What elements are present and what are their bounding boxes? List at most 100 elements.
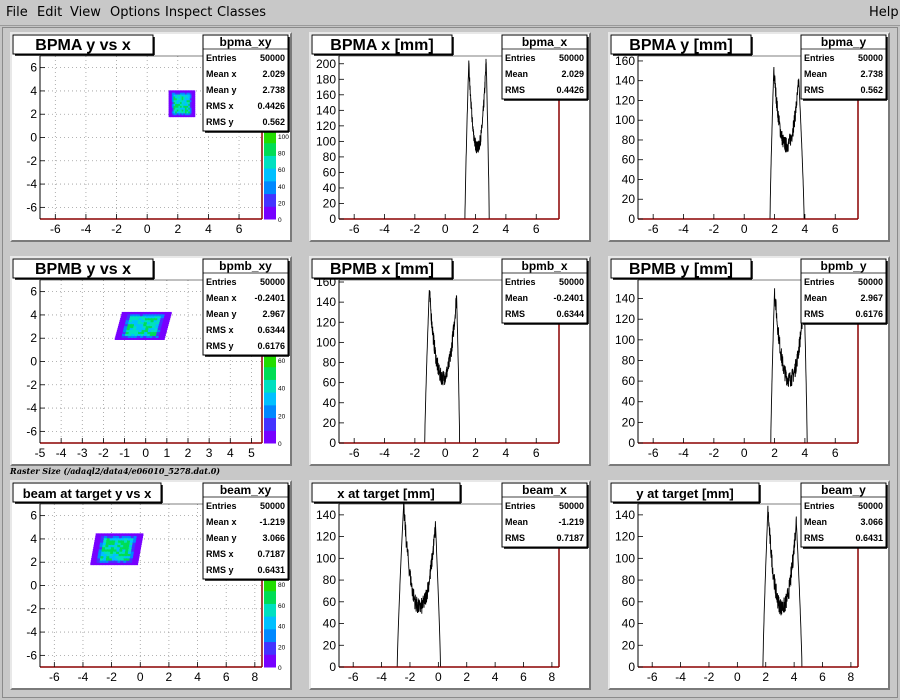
stats-value: -1.219 <box>259 517 285 527</box>
heat-cell <box>180 99 183 103</box>
heat-cell <box>170 103 173 106</box>
heat-cell <box>175 105 178 108</box>
menu-view[interactable]: View <box>70 5 101 20</box>
x-tick-label: 2 <box>472 222 479 236</box>
pad-bpmb_x[interactable]: -6 -4 -2 0 2 4 6 0 20 40 60 80 100 120 140 160 BPMB x [m… <box>309 256 591 466</box>
heat-cell <box>170 99 173 103</box>
stats-name: bpmb_y <box>820 259 866 273</box>
title-box <box>610 258 752 279</box>
heat-cell <box>92 551 96 554</box>
x-tick-label: -2 <box>410 222 421 236</box>
heat-cell <box>180 107 183 110</box>
stats-label: Mean <box>804 69 827 79</box>
heat-cell <box>132 557 136 561</box>
heat-cell <box>171 114 175 118</box>
heat-cell <box>90 560 95 563</box>
y-tick-label: 20 <box>323 416 337 430</box>
heat-cell <box>101 551 105 554</box>
stats-box <box>501 482 588 548</box>
heat-cell <box>184 101 188 104</box>
heat-cell <box>141 319 145 323</box>
palette-segment <box>264 647 276 655</box>
heat-cell <box>178 92 181 95</box>
heat-cell <box>176 109 179 112</box>
heat-cell <box>102 542 107 545</box>
heat-cell <box>146 335 150 339</box>
heat-blob-beam_xy <box>90 533 144 566</box>
heat-cell <box>140 321 145 325</box>
x-tick-label: 6 <box>520 670 527 684</box>
heat-cell <box>193 90 196 93</box>
heat-cell <box>127 551 132 554</box>
heat-cell <box>118 323 123 327</box>
heat-cell <box>103 537 108 541</box>
y-tick-label: 0 <box>329 660 336 674</box>
palette-segment <box>264 609 276 617</box>
heat-cell <box>176 107 179 110</box>
heat-cell <box>105 546 109 550</box>
pad-beam_xy[interactable]: 80 60 40 20 0 -6 -4 -2 0 2 4 6 8 -6 -4 -2 0 2 4 6 beam at ta… <box>10 480 292 690</box>
heat-cell <box>159 331 164 335</box>
menu-edit[interactable]: Edit <box>37 5 63 20</box>
heat-cell <box>128 321 132 325</box>
heat-cell <box>161 313 165 317</box>
palette-tick-label: 80 <box>278 151 286 158</box>
pad-beam_y[interactable]: -6 -4 -2 0 2 4 6 8 0 20 40 60 80 100 120 140 y at target… <box>608 480 890 690</box>
x-tick-label: 0 <box>435 670 442 684</box>
heat-cell <box>152 313 156 317</box>
heat-cell <box>121 555 125 559</box>
stats-label: Mean y <box>206 85 237 95</box>
stats-value: 0.4426 <box>556 85 584 95</box>
heat-cell <box>120 560 124 563</box>
heat-cell <box>131 333 135 337</box>
heat-cell <box>168 95 171 99</box>
x-tick-label: -6 <box>49 670 60 684</box>
heat-cell <box>155 313 159 317</box>
heat-cell <box>106 540 110 543</box>
heat-cell <box>168 97 171 101</box>
heat-cell <box>175 95 178 99</box>
y-tick-label: 0 <box>329 212 336 226</box>
heat-cell <box>154 327 159 331</box>
y-tick-label: 0 <box>628 436 635 450</box>
heat-cell <box>189 105 192 108</box>
heat-cell <box>160 315 165 319</box>
heat-cell <box>131 562 136 566</box>
heat-cell <box>121 311 126 315</box>
heat-cell <box>124 551 129 554</box>
heat-cell <box>124 335 129 339</box>
pad-bpmb_xy[interactable]: 60 40 20 0 -5 -4 -3 -2 -1 0 1 2 3 4 5 -6 -4 -2 0 2 4 6 BPMB y … <box>10 256 292 466</box>
menu-inspect[interactable]: Inspect <box>165 5 213 20</box>
menu-classes[interactable]: Classes <box>217 5 266 20</box>
heat-cell <box>135 329 139 333</box>
heat-cell <box>93 560 98 563</box>
menu-file[interactable]: File <box>6 5 28 20</box>
heat-cell <box>175 92 178 95</box>
menu-options[interactable]: Options <box>110 5 161 20</box>
pad-bpmb_y[interactable]: -6 -4 -2 0 2 4 6 0 20 40 60 80 100 120 140 BPMB y [mm] b… <box>608 256 890 466</box>
heat-cell <box>104 533 108 537</box>
heat-cell <box>123 544 127 548</box>
heat-cell <box>127 325 131 329</box>
pad-bpma_x[interactable]: -6 -4 -2 0 2 4 6 0 20 40 60 80 100 120 140 160 180 200 BPM… <box>309 32 591 242</box>
heat-cell <box>121 323 126 327</box>
heat-cell <box>118 335 122 339</box>
heat-cell <box>189 97 192 101</box>
pad-bpma_y[interactable]: -6 -4 -2 0 2 4 6 0 20 40 60 80 100 120 140 160 BPMA y [m… <box>608 32 890 242</box>
heat-cell <box>114 542 119 545</box>
heat-cell <box>98 551 102 554</box>
heat-cell <box>107 535 111 539</box>
heat-cell <box>149 335 153 339</box>
heat-cell <box>168 111 171 114</box>
palette-segment <box>264 130 276 137</box>
heat-cell <box>184 112 188 116</box>
pad-bpma_xy[interactable]: 100 80 60 40 20 0 -6 -4 -2 0 2 4 6 -6 -4 -2 0 2 4 6 BPMA y v… <box>10 32 292 242</box>
heat-cell <box>152 311 157 315</box>
x-tick-label: -4 <box>379 222 390 236</box>
heat-cell <box>191 101 194 104</box>
pad-beam_x[interactable]: -6 -4 -2 0 2 4 6 8 0 20 40 60 80 100 120 140 x at target… <box>309 480 591 690</box>
heat-cell <box>134 333 138 337</box>
heat-cell <box>189 112 192 116</box>
menu-help[interactable]: Help <box>869 5 899 20</box>
